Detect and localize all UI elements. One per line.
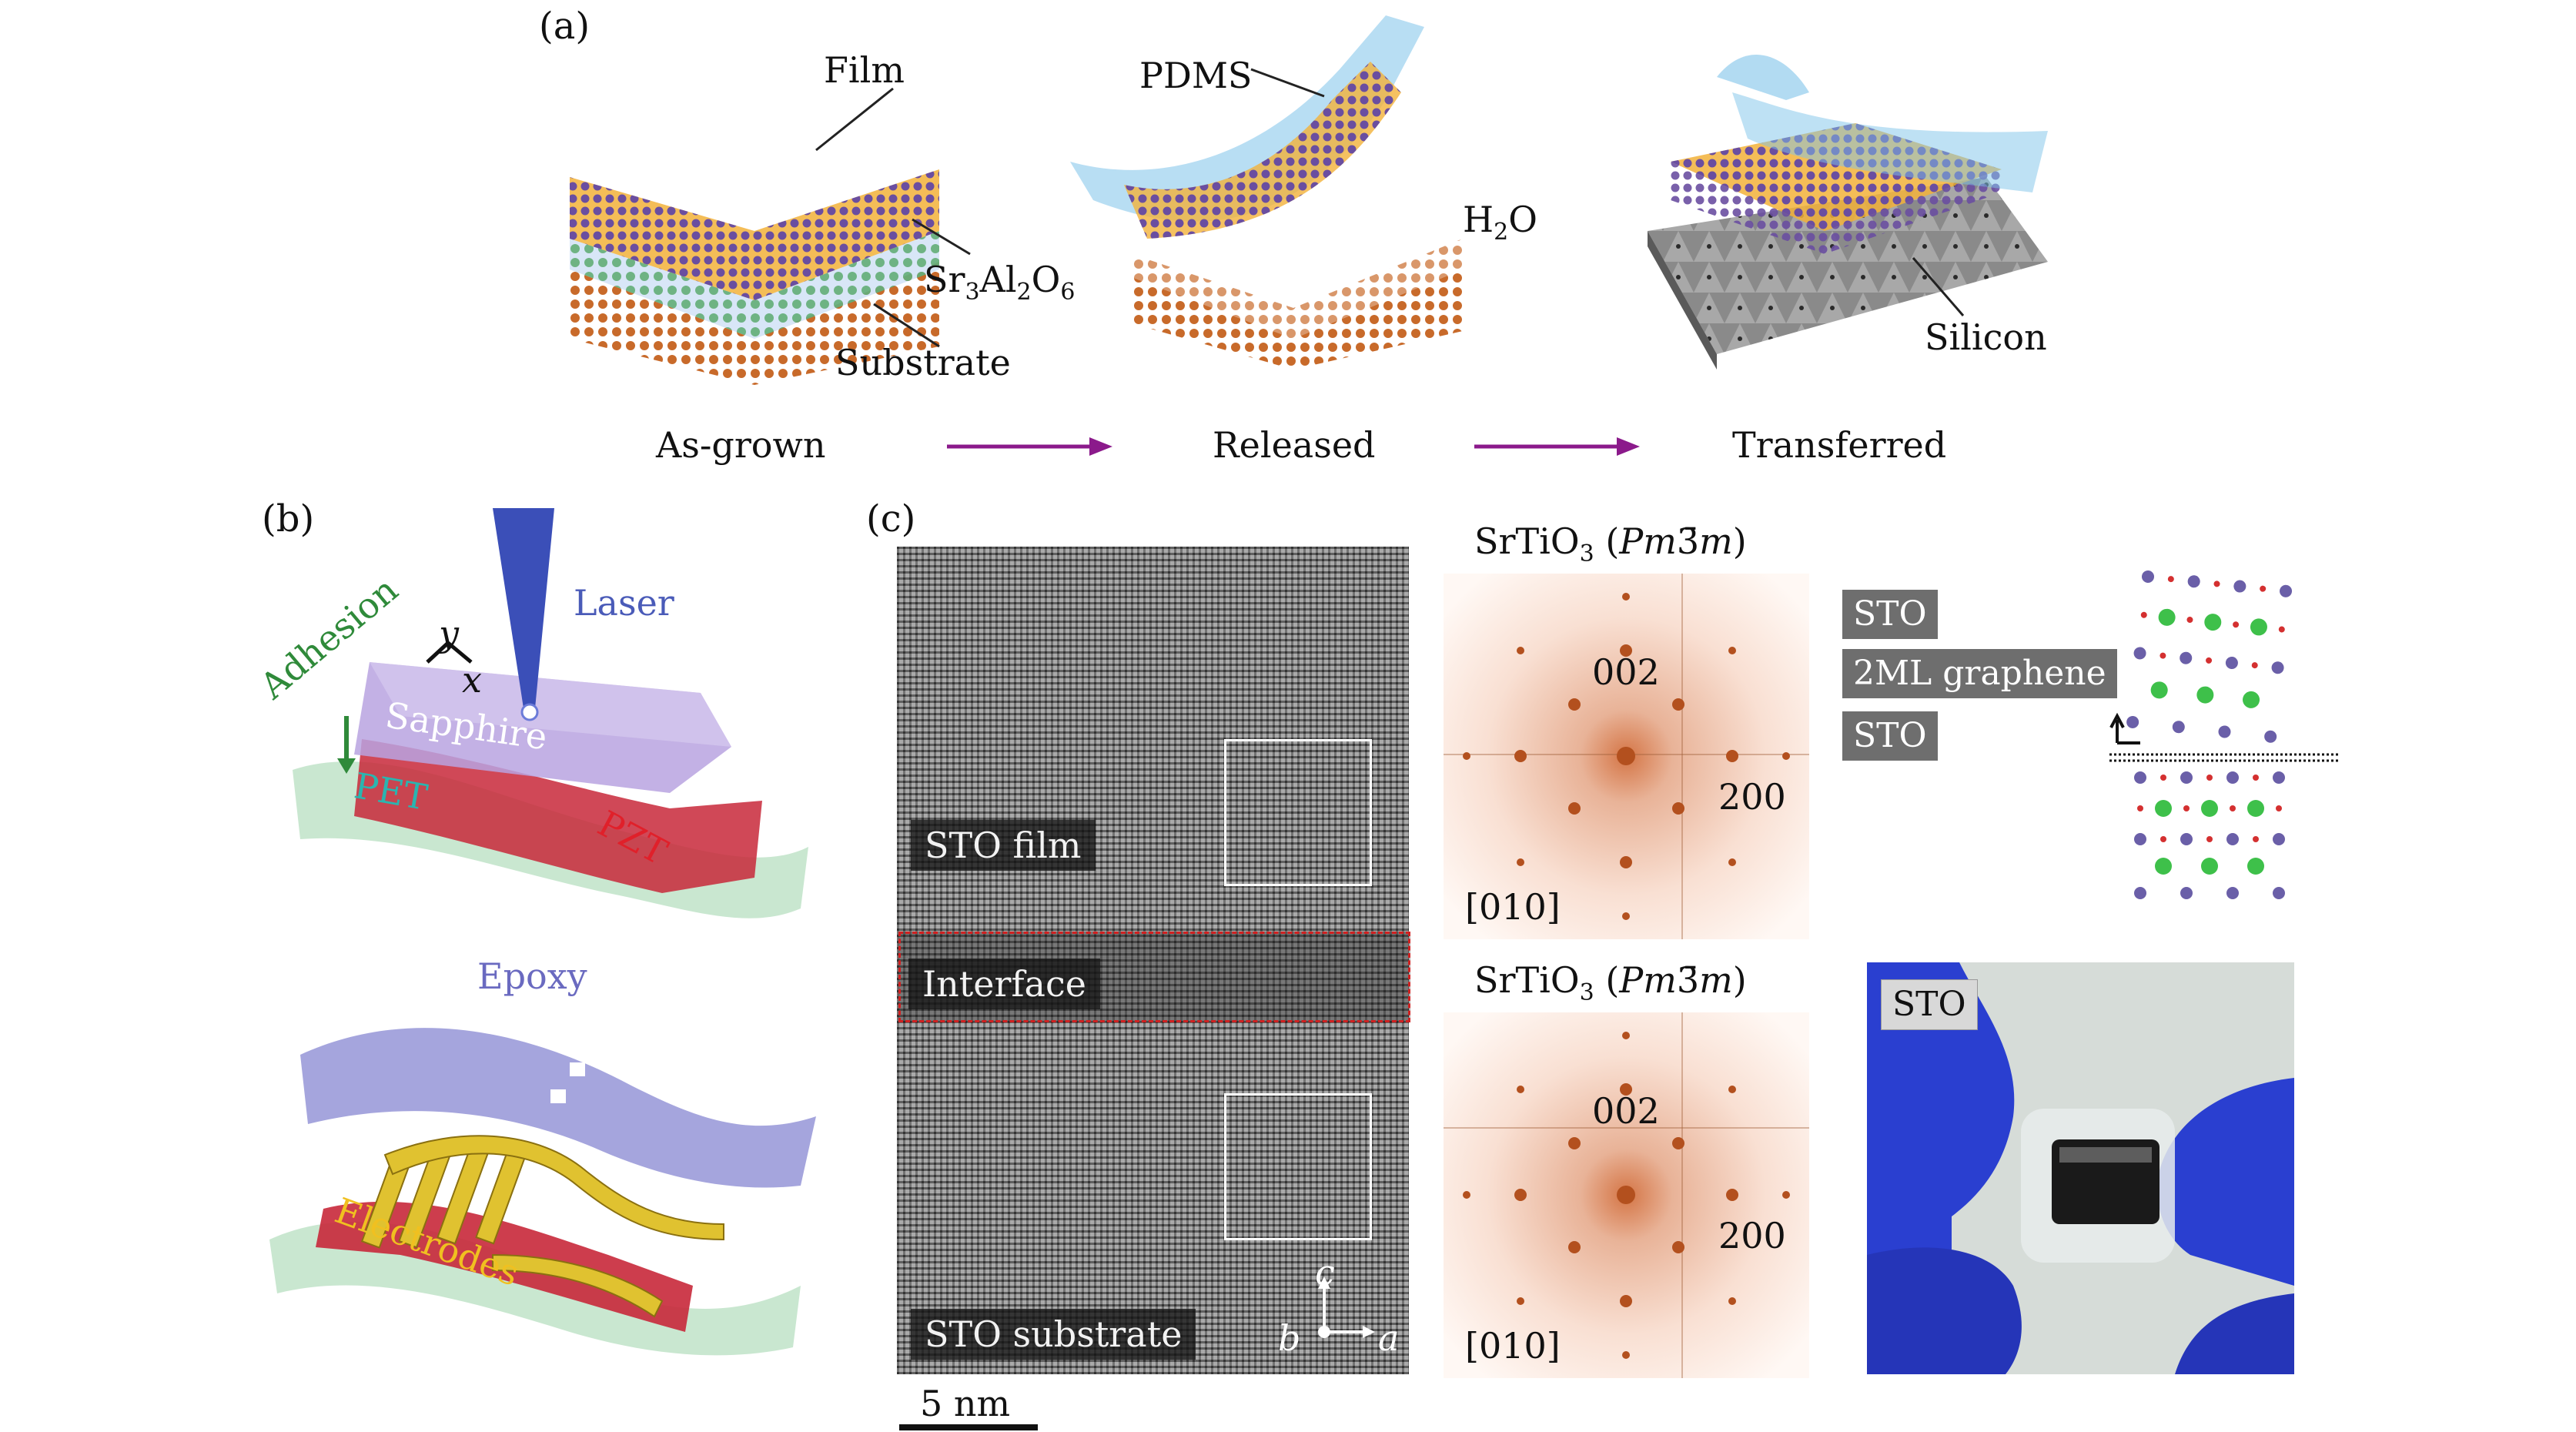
film-roi-box bbox=[1224, 739, 1372, 886]
fft-top-spot-002: 002 bbox=[1592, 651, 1660, 693]
step-transferred: Transferred bbox=[1732, 424, 1947, 466]
axis-y-label: y bbox=[439, 613, 459, 654]
device-exploded-illustration bbox=[269, 1028, 816, 1356]
fft-top-zone-axis: [010] bbox=[1465, 886, 1561, 928]
fft-bottom-spot-002: 002 bbox=[1592, 1090, 1660, 1132]
released-stack bbox=[1070, 15, 1463, 370]
panel-b-label: (b) bbox=[262, 497, 315, 540]
substrate-roi-box bbox=[1224, 1093, 1372, 1240]
axis-a-label: a bbox=[1378, 1317, 1400, 1359]
scale-bar-label: 5 nm bbox=[920, 1383, 1011, 1424]
arrow-2 bbox=[1474, 437, 1640, 456]
silicon-leader-line bbox=[1912, 257, 1965, 316]
fft-top-pattern bbox=[1444, 574, 1809, 939]
as-grown-stack bbox=[570, 169, 939, 385]
epoxy-label: Epoxy bbox=[477, 955, 587, 997]
fft-top-title: SrTiO3 (Pm3̄m) bbox=[1474, 520, 1747, 568]
axis-x-label: x bbox=[462, 659, 482, 701]
scale-bar bbox=[899, 1424, 1038, 1430]
atomic-structure-schematic bbox=[2109, 570, 2340, 899]
silicon-label: Silicon bbox=[1925, 316, 2047, 358]
sto-substrate-tag: STO substrate bbox=[911, 1309, 1196, 1360]
sacrificial-leader-line bbox=[912, 218, 971, 256]
water-label: H2O bbox=[1463, 199, 1537, 246]
interface-tag: Interface bbox=[908, 959, 1100, 1009]
step-as-grown: As-grown bbox=[656, 424, 826, 466]
pdms-leader-line bbox=[1250, 68, 1325, 98]
stack-top-sto: STO bbox=[1842, 590, 1938, 639]
laser-label: Laser bbox=[574, 582, 674, 624]
substrate-leader-line bbox=[873, 303, 940, 348]
film-label: Film bbox=[824, 49, 905, 91]
sto-film-tag: STO film bbox=[911, 820, 1096, 871]
panel-c-label: (c) bbox=[866, 497, 916, 540]
fft-bottom-spot-200: 200 bbox=[1718, 1215, 1786, 1256]
crystal-axes bbox=[1318, 1276, 1375, 1338]
axis-c-label: c bbox=[1315, 1252, 1335, 1293]
pdms-label: PDMS bbox=[1139, 55, 1253, 96]
sacrificial-layer-label: Sr3Al2O6 bbox=[924, 259, 1076, 306]
fft-top-spot-200: 200 bbox=[1718, 776, 1786, 818]
film-leader-line bbox=[815, 87, 894, 152]
fft-bottom-pattern bbox=[1444, 1012, 1809, 1378]
axis-b-label: b bbox=[1278, 1317, 1301, 1359]
step-released: Released bbox=[1213, 424, 1376, 466]
stack-bottom-sto: STO bbox=[1842, 711, 1938, 761]
transferred-stack bbox=[1648, 55, 2048, 370]
fft-bottom-title: SrTiO3 (Pm3̄m) bbox=[1474, 959, 1747, 1007]
photo-sto-label: STO bbox=[1881, 979, 1978, 1030]
stack-graphene: 2ML graphene bbox=[1842, 649, 2117, 698]
laser-liftoff-illustration bbox=[293, 508, 808, 918]
arrow-1 bbox=[947, 437, 1112, 456]
fft-bottom-zone-axis: [010] bbox=[1465, 1325, 1561, 1367]
panel-a-label: (a) bbox=[539, 5, 590, 48]
sample-photo bbox=[1867, 962, 2294, 1374]
substrate-label: Substrate bbox=[835, 342, 1011, 383]
